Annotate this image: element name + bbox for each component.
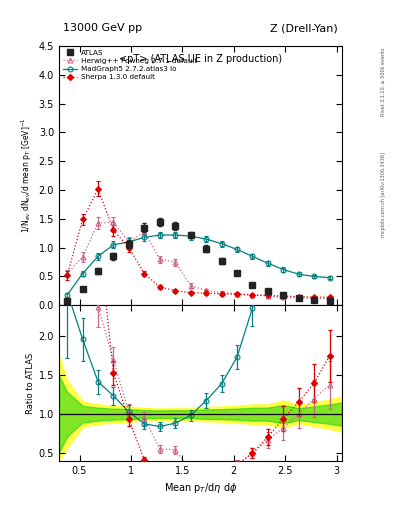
- Y-axis label: Ratio to ATLAS: Ratio to ATLAS: [26, 352, 35, 414]
- X-axis label: Mean p$_T$/d$\eta$ d$\phi$: Mean p$_T$/d$\eta$ d$\phi$: [163, 481, 237, 495]
- Text: Rivet 3.1.10, ≥ 500k events: Rivet 3.1.10, ≥ 500k events: [381, 48, 386, 116]
- Text: <pT> (ATLAS UE in Z production): <pT> (ATLAS UE in Z production): [119, 54, 282, 64]
- Legend: ATLAS, Herwig++ Powheg 2.7.1 default, MadGraph5 2.7.2.atlas3 lo, Sherpa 1.3.0 de: ATLAS, Herwig++ Powheg 2.7.1 default, Ma…: [62, 50, 197, 80]
- Y-axis label: 1/N$_{ev}$ dN$_{ev}$/d mean p$_T$ [GeV]$^{-1}$: 1/N$_{ev}$ dN$_{ev}$/d mean p$_T$ [GeV]$…: [20, 118, 35, 233]
- Text: 13000 GeV pp: 13000 GeV pp: [63, 23, 142, 33]
- Text: mcplots.cern.ch [arXiv:1306.3436]: mcplots.cern.ch [arXiv:1306.3436]: [381, 152, 386, 237]
- Text: Z (Drell-Yan): Z (Drell-Yan): [270, 23, 338, 33]
